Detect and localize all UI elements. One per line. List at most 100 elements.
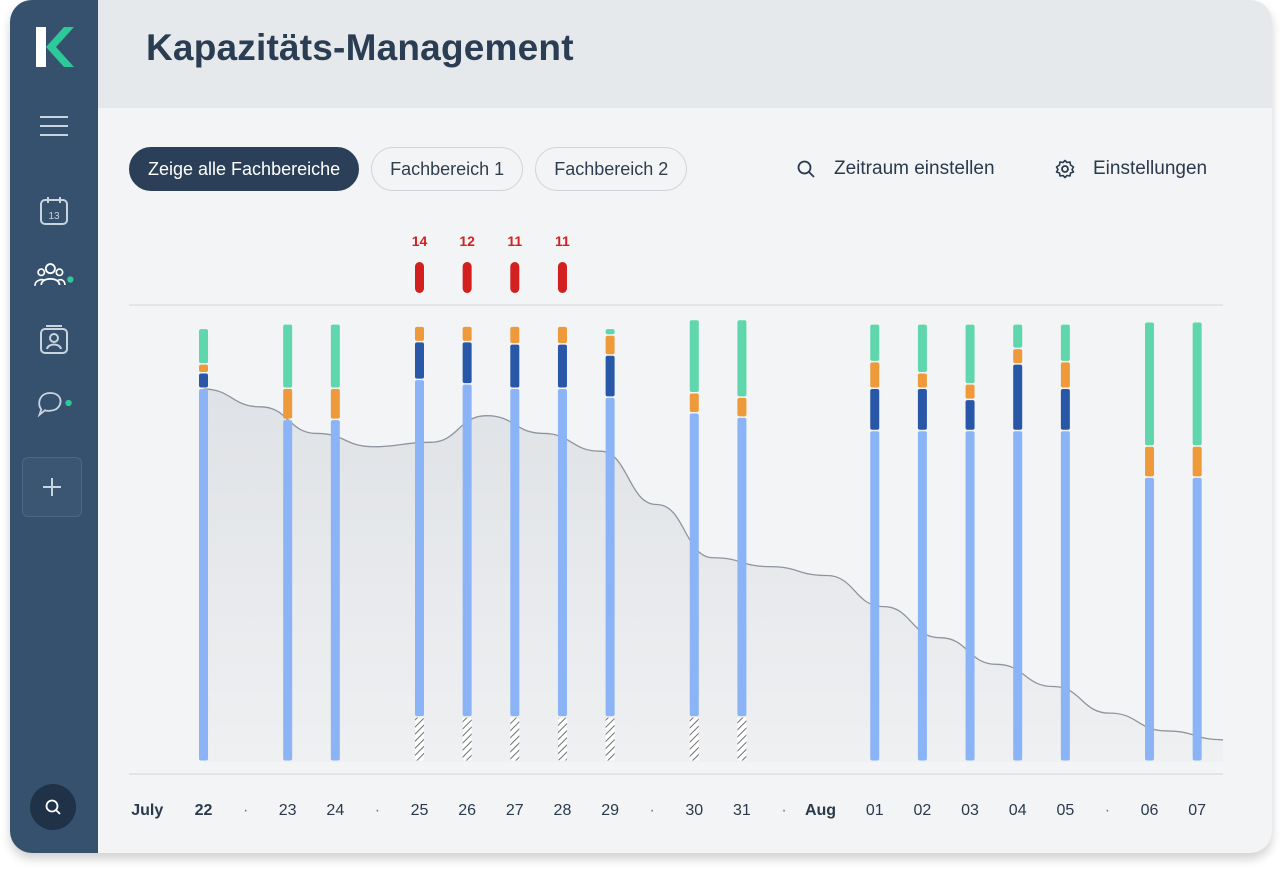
overload-marker [462,262,472,293]
plus-icon [43,478,61,496]
add-button[interactable] [22,457,82,517]
bar-day-28[interactable] [557,326,567,761]
bar-segment-darkblue [199,373,209,388]
bar-segment-hatched [510,717,520,761]
bar-segment-orange [199,364,209,372]
x-axis-day-label: 06 [1141,802,1159,819]
x-axis-day-label: 30 [685,802,703,819]
bar-segment-lightblue [689,413,699,717]
filter-all[interactable]: Zeige alle Fachbereiche [129,147,360,191]
bar-segment-lightblue [510,389,520,717]
x-axis-day-label: 28 [554,802,572,819]
period-label: Zeitraum einstellen [834,158,995,179]
bar-day-22[interactable] [199,329,209,761]
bar-segment-lightblue [737,417,747,717]
sidebar-search-button[interactable] [30,784,76,830]
bar-segment-lightblue [283,420,293,761]
bar-segment-orange [557,326,567,344]
bar-segment-hatched [557,717,567,761]
period-button[interactable]: Zeitraum einstellen [796,147,995,191]
x-axis-day-label: 01 [866,802,884,819]
bar-segment-orange [737,397,747,417]
bar-segment-hatched [689,717,699,761]
search-icon [797,160,815,178]
app-window: 13 [10,0,1272,853]
overload-marker [557,262,567,293]
bar-day-26[interactable] [462,326,472,761]
bar-segment-orange [689,393,699,412]
bar-day-31[interactable] [737,320,747,761]
bar-segment-darkblue [917,389,927,430]
x-axis-gap-dot: · [375,802,380,819]
search-icon [45,799,61,815]
bar-segment-darkblue [462,342,472,384]
calendar-icon[interactable]: 13 [34,191,74,231]
menu-icon[interactable] [34,106,74,146]
contact-card-icon[interactable] [34,320,74,360]
svg-text:13: 13 [48,211,60,222]
bar-segment-green [1192,322,1202,446]
bar-day-03[interactable] [965,324,975,761]
bar-day-07[interactable] [1192,322,1202,761]
bar-day-05[interactable] [1060,324,1070,761]
bar-segment-lightblue [199,389,209,761]
filter-chips: Zeige alle Fachbereiche Fachbereich 1 Fa… [129,147,688,191]
settings-button[interactable]: Einstellungen [1055,147,1207,191]
x-axis-day-label: 02 [913,802,931,819]
bar-segment-green [689,320,699,392]
bar-segment-orange [1192,446,1202,477]
settings-label: Einstellungen [1093,158,1208,179]
bar-segment-lightblue [1060,431,1070,761]
overload-value: 11 [507,233,522,249]
bar-segment-green [1013,324,1023,348]
trend-line [203,388,1224,741]
x-axis-gap-dot: · [243,802,248,819]
gear-icon [1055,159,1075,179]
x-axis-day-label: 31 [733,802,751,819]
bar-segment-green [605,329,615,335]
capacity-chart: July 22 · 23 24 · 25 26 27 28 29 · 30 31 · Aug 01 02 03 04 0… [129,233,1224,819]
people-icon[interactable] [34,255,74,295]
filter-fachbereich-2[interactable]: Fachbereich 2 [535,147,688,191]
bar-day-25[interactable] [414,326,424,761]
bar-day-04[interactable] [1013,324,1023,761]
x-axis-day-label: 04 [1009,802,1027,819]
bar-segment-lightblue [1013,431,1023,761]
x-axis-day-label: 05 [1056,802,1074,819]
bar-segment-green [917,324,927,372]
x-axis-day-label: 24 [326,802,344,819]
x-axis-month-label: July [131,802,163,819]
bar-segment-darkblue [605,355,615,397]
bar-day-30[interactable] [689,320,699,761]
bar-day-02[interactable] [917,324,927,761]
bar-segment-orange [414,326,424,341]
bar-segment-orange [870,362,880,388]
bar-day-29[interactable] [605,329,615,761]
bar-day-23[interactable] [283,324,293,761]
bar-segment-hatched [462,717,472,761]
bar-segment-orange [510,326,520,344]
x-axis-day-label: 27 [506,802,524,819]
x-axis-day-label: 29 [601,802,619,819]
bar-segment-lightblue [462,384,472,717]
bar-day-24[interactable] [330,324,340,761]
header: Kapazitäts-Management [98,0,1272,108]
page-title: Kapazitäts-Management [146,27,574,68]
filter-fachbereich-1[interactable]: Fachbereich 1 [371,147,524,191]
bar-segment-green [737,320,747,397]
bar-segment-darkblue [510,344,520,388]
bar-day-01[interactable] [870,324,880,761]
bar-segment-lightblue [965,431,975,761]
x-axis-day-label: 23 [279,802,297,819]
bar-segment-green [283,324,293,388]
bar-segment-lightblue [1145,477,1155,761]
overload-value: 11 [555,233,570,249]
chat-icon[interactable] [34,383,74,423]
bar-day-06[interactable] [1145,322,1155,761]
x-axis-month-label: Aug [805,802,836,819]
bar-segment-lightblue [605,397,615,717]
bar-day-27[interactable] [510,326,520,761]
bar-segment-darkblue [1060,389,1070,430]
bar-segment-orange [283,389,293,419]
x-axis-day-label: 22 [195,802,213,819]
